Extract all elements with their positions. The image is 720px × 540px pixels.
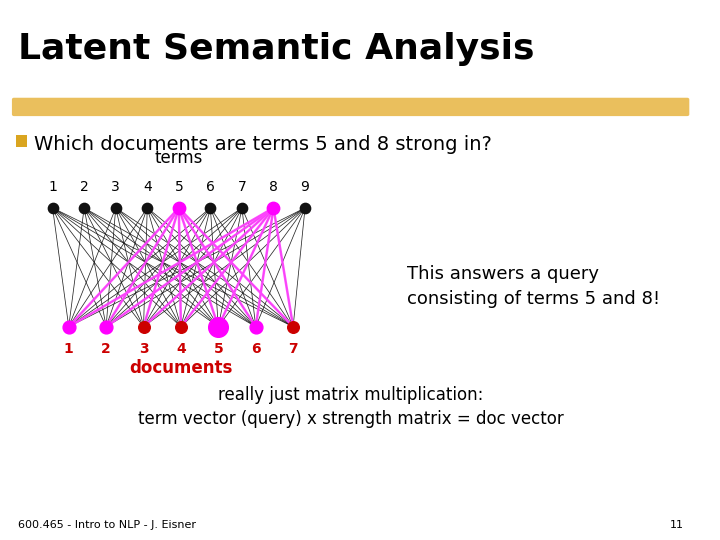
- Point: [78, 204, 90, 212]
- Text: 5: 5: [213, 342, 223, 356]
- Text: consisting of terms 5 and 8!: consisting of terms 5 and 8!: [407, 290, 660, 308]
- Text: really just matrix multiplication:: really just matrix multiplication:: [218, 386, 483, 404]
- Point: [204, 204, 216, 212]
- Point: [138, 322, 149, 331]
- Text: 6: 6: [251, 342, 261, 356]
- Point: [212, 322, 224, 331]
- Text: 5: 5: [174, 180, 183, 194]
- Text: 3: 3: [139, 342, 148, 356]
- Text: 9: 9: [300, 180, 310, 194]
- Point: [300, 204, 311, 212]
- Bar: [16, 135, 27, 147]
- Point: [110, 204, 122, 212]
- Text: 4: 4: [176, 342, 186, 356]
- Text: 1: 1: [48, 180, 57, 194]
- Point: [287, 322, 299, 331]
- Text: 2: 2: [102, 342, 111, 356]
- Point: [173, 204, 184, 212]
- Text: Which documents are terms 5 and 8 strong in?: Which documents are terms 5 and 8 strong…: [34, 135, 492, 154]
- Point: [63, 322, 74, 331]
- Text: 7: 7: [288, 342, 298, 356]
- Point: [100, 322, 112, 331]
- Text: 4: 4: [143, 180, 152, 194]
- Point: [268, 204, 279, 212]
- Text: 600.465 - Intro to NLP - J. Eisner: 600.465 - Intro to NLP - J. Eisner: [17, 520, 196, 530]
- Text: 2: 2: [80, 180, 89, 194]
- Point: [142, 204, 153, 212]
- Text: terms: terms: [155, 150, 203, 167]
- Point: [175, 322, 186, 331]
- Text: 6: 6: [206, 180, 215, 194]
- Text: 1: 1: [64, 342, 73, 356]
- Text: This answers a query: This answers a query: [407, 265, 599, 282]
- Point: [250, 322, 261, 331]
- Point: [47, 204, 58, 212]
- Text: 3: 3: [112, 180, 120, 194]
- Text: Latent Semantic Analysis: Latent Semantic Analysis: [17, 32, 534, 66]
- FancyBboxPatch shape: [12, 98, 689, 116]
- Text: term vector (query) x strength matrix = doc vector: term vector (query) x strength matrix = …: [138, 410, 564, 428]
- Text: documents: documents: [129, 359, 233, 377]
- Point: [236, 204, 248, 212]
- Text: 11: 11: [670, 520, 684, 530]
- Text: 8: 8: [269, 180, 278, 194]
- Text: 7: 7: [238, 180, 246, 194]
